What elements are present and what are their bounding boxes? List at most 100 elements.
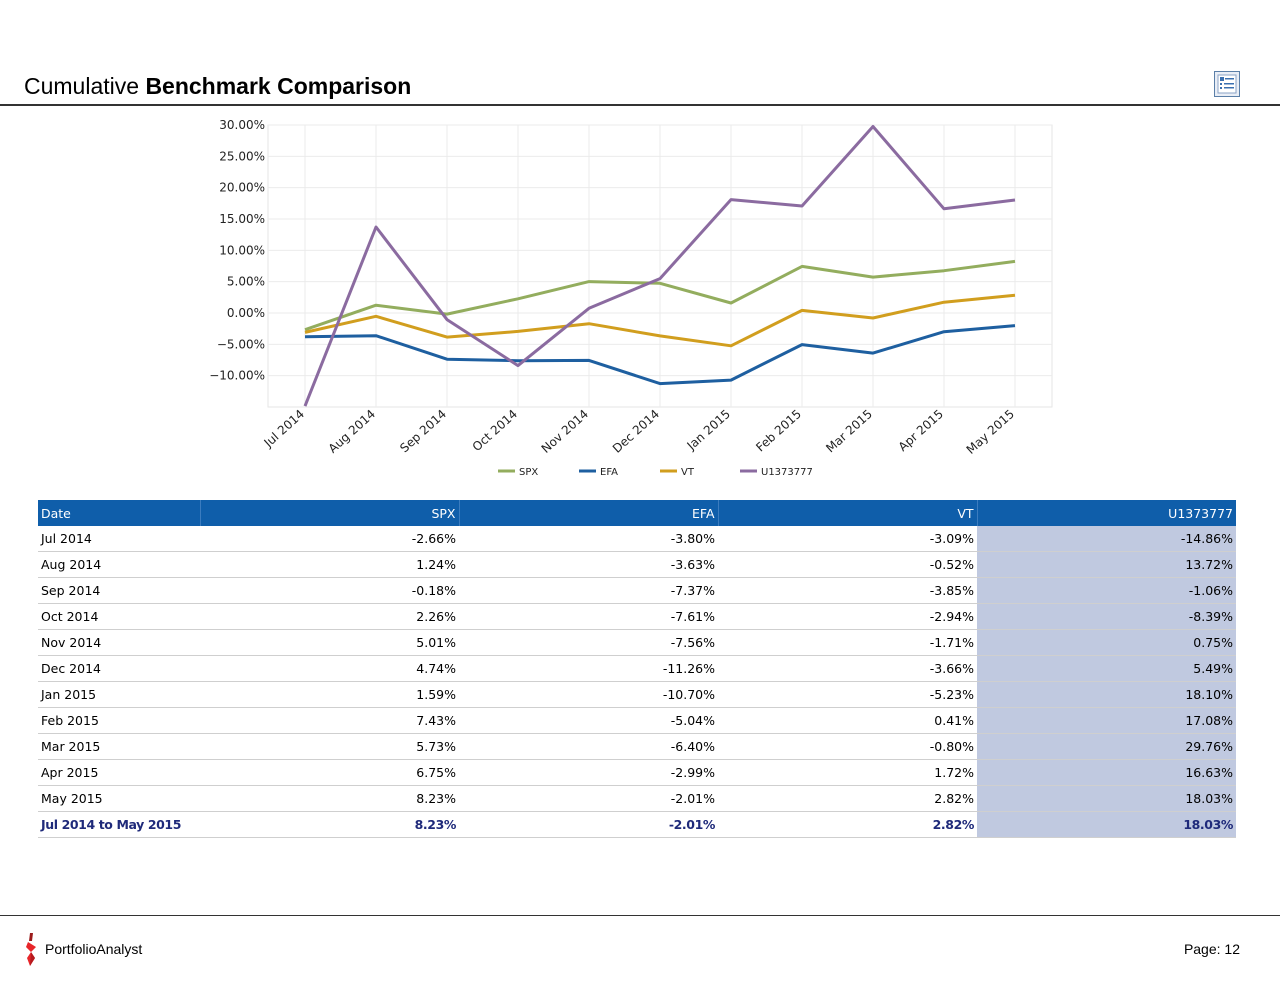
series-line-u1373777 — [303, 125, 1016, 407]
table-row: Nov 2014 5.01% -7.56% -1.71% 0.75% — [38, 629, 1236, 656]
cell-spx: 1.59% — [200, 681, 459, 708]
cell-spx: 8.23% — [200, 811, 459, 838]
series-line-efa — [304, 324, 1016, 386]
y-tick-label: 20.00% — [219, 181, 265, 195]
cell-vt: -2.94% — [718, 603, 977, 630]
cell-efa: -11.26% — [459, 655, 718, 682]
x-tick-label: Sep 2014 — [397, 407, 449, 456]
legend-label-u1373777: U1373777 — [761, 467, 813, 478]
title-bold: Benchmark Comparison — [145, 73, 412, 99]
cell-vt: 2.82% — [718, 785, 977, 812]
cell-efa: -10.70% — [459, 681, 718, 708]
x-tick-label: Nov 2014 — [539, 407, 591, 456]
column-header-spx: SPX — [200, 500, 460, 526]
line-chart-svg: 30.00% 25.00% 20.00% 15.00% 10.00% 5.00% 0.00%… — [209, 118, 1053, 478]
cell-account: -1.06% — [977, 577, 1236, 604]
page-number: Page: 12 — [1183, 941, 1240, 957]
y-tick-label: −10.00% — [209, 369, 265, 383]
table-row: Sep 2014 -0.18% -7.37% -3.85% -1.06% — [38, 577, 1236, 604]
cell-account: 18.10% — [977, 681, 1236, 708]
cell-efa: -2.99% — [459, 759, 718, 786]
x-tick-label: Apr 2015 — [896, 407, 946, 454]
page-title: Cumulative Benchmark Comparison — [24, 73, 411, 100]
table-row: Mar 2015 5.73% -6.40% -0.80% 29.76% — [38, 733, 1236, 760]
x-tick-label: Oct 2014 — [470, 407, 520, 454]
cell-efa: -7.56% — [459, 629, 718, 656]
report-list-icon[interactable] — [1214, 71, 1240, 97]
table-row: Oct 2014 2.26% -7.61% -2.94% -8.39% — [38, 603, 1236, 630]
cell-account: 13.72% — [977, 551, 1236, 578]
x-tick-label: May 2015 — [964, 407, 1017, 457]
cell-date: Apr 2015 — [38, 759, 200, 786]
legend-label-spx: SPX — [519, 467, 538, 478]
footer-brand: PortfolioAnalyst — [45, 941, 143, 957]
cell-spx: -2.66% — [200, 526, 459, 552]
table-row: Feb 2015 7.43% -5.04% 0.41% 17.08% — [38, 707, 1236, 734]
cell-efa: -5.04% — [459, 707, 718, 734]
x-tick-label: Dec 2014 — [610, 407, 662, 456]
y-tick-label: 15.00% — [219, 212, 265, 226]
legend-label-vt: VT — [681, 467, 695, 478]
series-line-vt — [304, 293, 1016, 348]
table-row: Jan 2015 1.59% -10.70% -5.23% 18.10% — [38, 681, 1236, 708]
cell-efa: -2.01% — [459, 811, 718, 838]
cell-account: 16.63% — [977, 759, 1236, 786]
cell-account: 5.49% — [977, 655, 1236, 682]
title-prefix: Cumulative — [24, 73, 140, 99]
cell-vt: -5.23% — [718, 681, 977, 708]
cell-spx: 5.01% — [200, 629, 459, 656]
cell-date: May 2015 — [38, 785, 200, 812]
cell-date: Jul 2014 — [38, 526, 200, 552]
cell-spx: 2.26% — [200, 603, 459, 630]
cell-efa: -7.61% — [459, 603, 718, 630]
y-tick-label: 30.00% — [219, 118, 265, 132]
column-header-efa: EFA — [459, 500, 719, 526]
cell-efa: -6.40% — [459, 733, 718, 760]
cell-spx: 6.75% — [200, 759, 459, 786]
cell-efa: -7.37% — [459, 577, 718, 604]
x-tick-label: Jul 2014 — [261, 407, 307, 451]
y-tick-label: 25.00% — [219, 149, 265, 163]
cell-date: Oct 2014 — [38, 603, 200, 630]
portfolioanalyst-logo-icon — [26, 933, 36, 966]
table-row: Aug 2014 1.24% -3.63% -0.52% 13.72% — [38, 551, 1236, 578]
cell-vt: 2.82% — [718, 811, 977, 838]
cell-date: Dec 2014 — [38, 655, 200, 682]
x-tick-label: Feb 2015 — [753, 407, 804, 455]
x-tick-label: Aug 2014 — [326, 407, 378, 456]
page-header: Cumulative Benchmark Comparison — [0, 0, 1280, 106]
x-tick-label: Jan 2015 — [684, 407, 733, 453]
y-tick-label: 10.00% — [219, 243, 265, 257]
cell-spx: 4.74% — [200, 655, 459, 682]
cell-spx: 7.43% — [200, 707, 459, 734]
cell-date: Aug 2014 — [38, 551, 200, 578]
column-header-date: Date — [38, 500, 201, 526]
table-row: Dec 2014 4.74% -11.26% -3.66% 5.49% — [38, 655, 1236, 682]
cell-vt: -1.71% — [718, 629, 977, 656]
cell-account: -14.86% — [977, 526, 1236, 552]
y-tick-label: −5.00% — [217, 337, 265, 351]
benchmark-table: Date SPX EFA VT U1373777 Jul 2014 -2.66% -… — [38, 500, 1236, 838]
column-header-vt: VT — [718, 500, 978, 526]
cell-account: 18.03% — [977, 811, 1236, 838]
cell-date: Feb 2015 — [38, 707, 200, 734]
y-tick-label: 5.00% — [227, 275, 265, 289]
cell-efa: -2.01% — [459, 785, 718, 812]
x-tick-label: Mar 2015 — [823, 407, 875, 456]
table-row: May 2015 8.23% -2.01% 2.82% 18.03% — [38, 785, 1236, 812]
cell-vt: -3.85% — [718, 577, 977, 604]
cell-spx: -0.18% — [200, 577, 459, 604]
table-total-row: Jul 2014 to May 2015 8.23% -2.01% 2.82% 18.0… — [38, 811, 1236, 838]
cell-vt: 0.41% — [718, 707, 977, 734]
table-row: Jul 2014 -2.66% -3.80% -3.09% -14.86% — [38, 526, 1236, 552]
cell-efa: -3.63% — [459, 551, 718, 578]
cell-date: Nov 2014 — [38, 629, 200, 656]
cell-date: Jul 2014 to May 2015 — [38, 811, 200, 838]
table-row: Apr 2015 6.75% -2.99% 1.72% 16.63% — [38, 759, 1236, 786]
column-header-account: U1373777 — [977, 500, 1236, 526]
cell-date: Sep 2014 — [38, 577, 200, 604]
cell-vt: -3.66% — [718, 655, 977, 682]
cell-account: -8.39% — [977, 603, 1236, 630]
series-line-spx — [304, 259, 1016, 332]
cell-efa: -3.80% — [459, 526, 718, 552]
